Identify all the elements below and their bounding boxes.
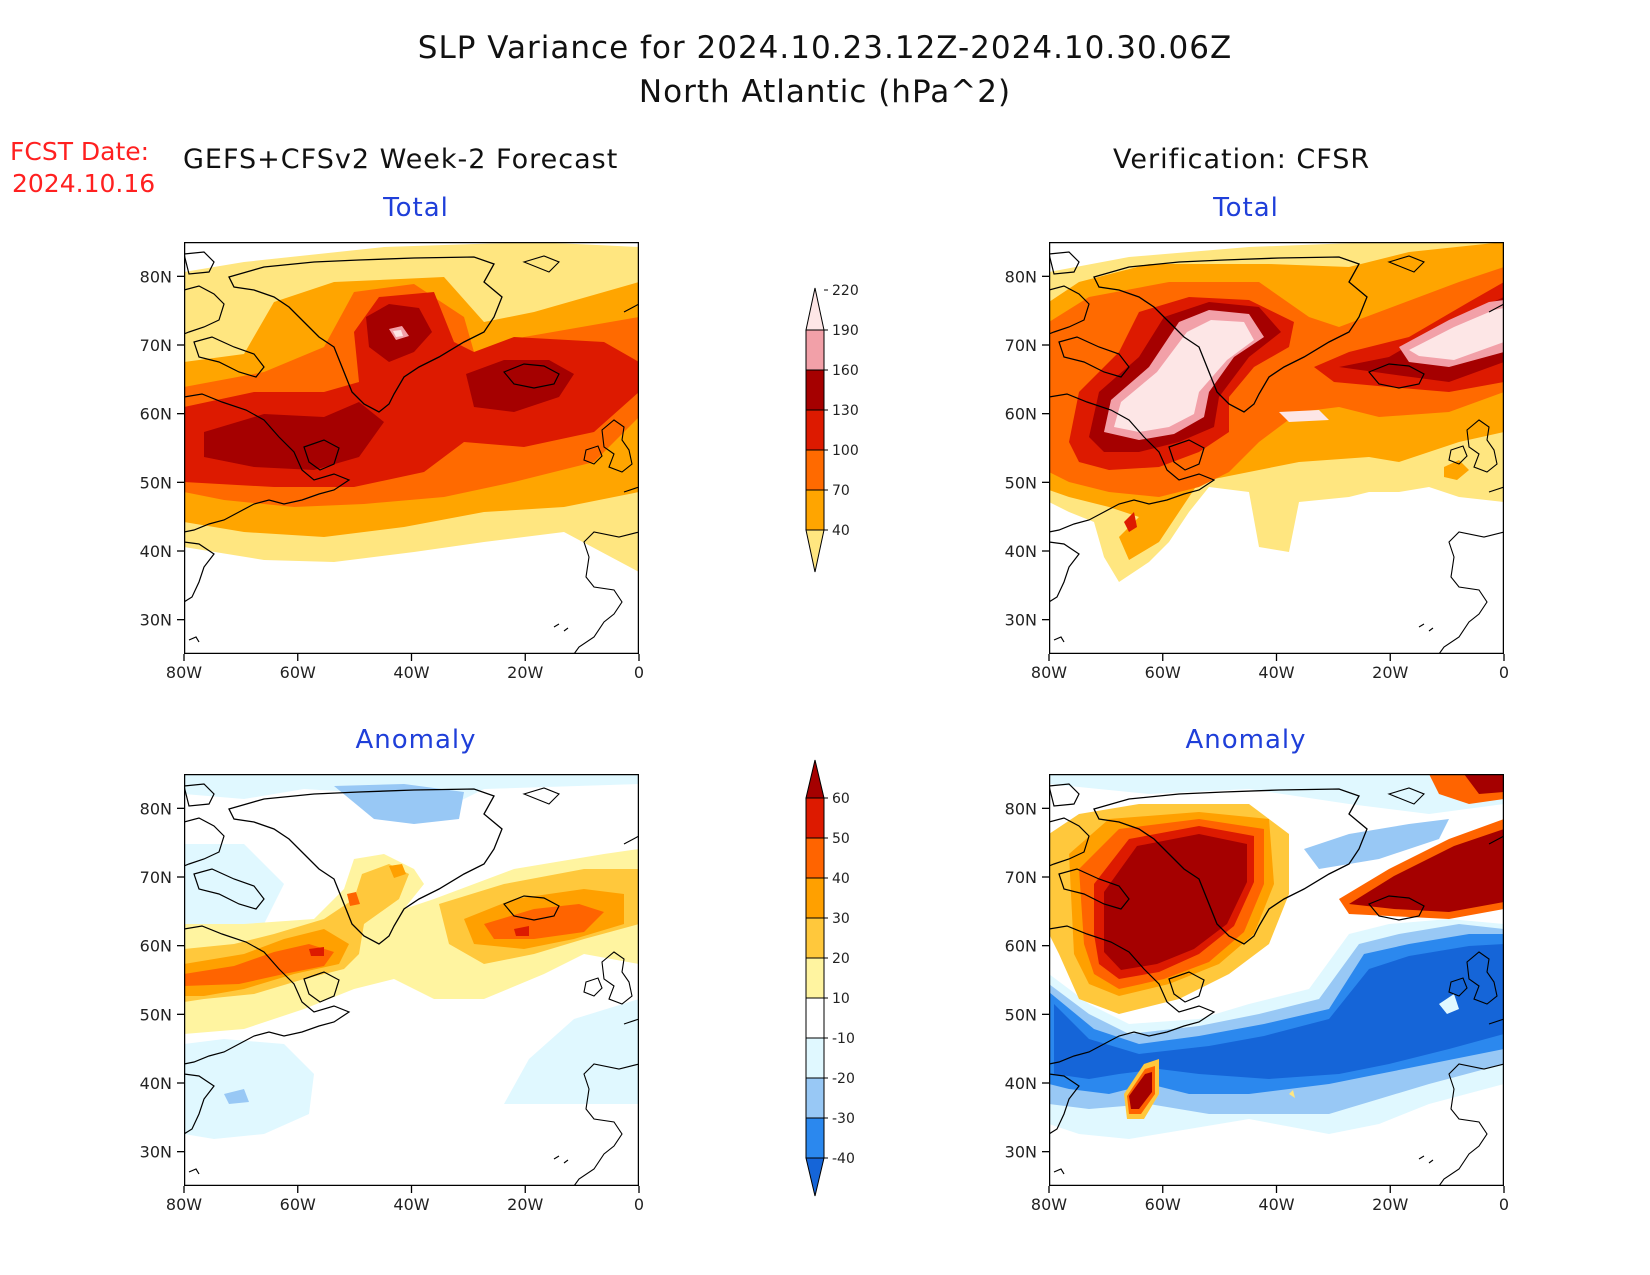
lon-tick-label: 80W	[1031, 663, 1067, 682]
colorbar-level-label: 60	[832, 791, 850, 807]
lat-tick-label: 70N	[140, 336, 172, 355]
lon-tick-label: 60W	[1145, 663, 1181, 682]
lat-tick-label: 40N	[1005, 542, 1037, 561]
lon-tick-label: 0	[634, 1195, 644, 1214]
forecast-anomaly-panel	[184, 774, 639, 1186]
lat-tick-label: 40N	[140, 1074, 172, 1093]
lon-tick-label: 40W	[1258, 1195, 1294, 1214]
colorbar-bottom-arrow	[805, 1157, 825, 1197]
colorbar-level-label: -40	[832, 1151, 855, 1167]
lon-tick-label: 0	[1499, 663, 1509, 682]
colorbar-segment	[805, 797, 825, 839]
lat-tick-label: 50N	[1005, 1005, 1037, 1024]
lat-tick-label: 70N	[1005, 868, 1037, 887]
lon-tick-label: 40W	[393, 663, 429, 682]
forecast-total-panel	[184, 242, 639, 654]
lon-tick-label: 20W	[507, 1195, 543, 1214]
lon-tick-label: 80W	[166, 1195, 202, 1214]
colorbar-segment	[805, 1077, 825, 1119]
lon-tick-label: 0	[1499, 1195, 1509, 1214]
lon-tick-label: 0	[634, 663, 644, 682]
colorbar-segment	[805, 449, 825, 491]
colorbar-level-label: 30	[832, 911, 850, 927]
colorbar-segment	[805, 877, 825, 919]
verification-total-panel	[1049, 242, 1504, 654]
colorbar-total: 40 70 100 130 160 190 220	[805, 283, 859, 573]
lat-tick-label: 80N	[140, 267, 172, 286]
colorbar-segment	[805, 1117, 825, 1159]
panel-label-forecast-anomaly: Anomaly	[355, 725, 477, 755]
lat-tick-label: 80N	[1005, 799, 1037, 818]
colorbar-level-label: 220	[832, 283, 859, 299]
colorbar-level-label: 40	[832, 523, 850, 539]
lat-tick-label: 30N	[1005, 611, 1037, 630]
forecast-column-title: GEFS+CFSv2 Week-2 Forecast	[183, 144, 619, 175]
colorbar-segment	[805, 957, 825, 999]
axes-layer: 80N 70N 60N 50N 40N 30N 80W 60W 40W 20W 0 80N 70N 60N…	[140, 267, 1509, 1214]
verification-column-title: Verification: CFSR	[1113, 144, 1371, 175]
lat-tick-label: 60N	[1005, 937, 1037, 956]
colorbar-top-arrow	[805, 287, 825, 331]
colorbar-level-label: -30	[832, 1111, 855, 1127]
colorbar-segment	[805, 1037, 825, 1079]
lat-tick-label: 80N	[140, 799, 172, 818]
lon-tick-label: 20W	[1372, 663, 1408, 682]
lat-tick-label: 40N	[1005, 1074, 1037, 1093]
lat-tick-label: 60N	[1005, 405, 1037, 424]
colorbar-segment	[805, 837, 825, 879]
lon-tick-label: 20W	[1372, 1195, 1408, 1214]
lat-tick-label: 40N	[140, 542, 172, 561]
colorbar-segment	[805, 369, 825, 411]
lon-tick-label: 60W	[280, 1195, 316, 1214]
lat-tick-label: 70N	[140, 868, 172, 887]
lon-tick-label: 80W	[166, 663, 202, 682]
lon-tick-label: 60W	[280, 663, 316, 682]
lat-tick-label: 50N	[140, 473, 172, 492]
colorbar-segment	[805, 917, 825, 959]
colorbar-level-label: -20	[832, 1071, 855, 1087]
lat-tick-label: 60N	[140, 937, 172, 956]
colorbar-level-label: 40	[832, 871, 850, 887]
lat-tick-label: 50N	[140, 1005, 172, 1024]
colorbar-level-label: 190	[832, 323, 859, 339]
colorbar-level-label: 100	[832, 443, 859, 459]
colorbar-level-label: 50	[832, 831, 850, 847]
colorbar-level-label: 70	[832, 483, 850, 499]
colorbar-segment	[805, 329, 825, 371]
colorbar-level-label: 160	[832, 363, 859, 379]
colorbar-level-label: -10	[832, 1031, 855, 1047]
sub-title: North Atlantic (hPa^2)	[638, 74, 1012, 110]
colorbar-segment	[805, 489, 825, 531]
colorbar-anomaly: -40 -30 -20 -10 10 20 30 40 50 60	[805, 759, 855, 1197]
colorbar-bottom-arrow	[805, 529, 825, 573]
main-title: SLP Variance for 2024.10.23.12Z-2024.10.…	[417, 30, 1233, 66]
colorbar-top-arrow	[805, 759, 825, 799]
colorbar-level-label: 10	[832, 991, 850, 1007]
lat-tick-label: 50N	[1005, 473, 1037, 492]
verification-anomaly-panel	[1049, 774, 1504, 1186]
lat-tick-label: 70N	[1005, 336, 1037, 355]
lon-tick-label: 80W	[1031, 1195, 1067, 1214]
colorbar-level-label: 20	[832, 951, 850, 967]
lon-tick-label: 60W	[1145, 1195, 1181, 1214]
lat-tick-label: 30N	[1005, 1143, 1037, 1162]
fcst-date-label: FCST Date:	[10, 137, 150, 166]
lon-tick-label: 40W	[1258, 663, 1294, 682]
panel-label-forecast-total: Total	[383, 193, 449, 223]
panel-label-verification-anomaly: Anomaly	[1185, 725, 1307, 755]
colorbar-level-label: 130	[832, 403, 859, 419]
panel-label-verification-total: Total	[1213, 193, 1279, 223]
lon-tick-label: 40W	[393, 1195, 429, 1214]
lat-tick-label: 30N	[140, 1143, 172, 1162]
lon-tick-label: 20W	[507, 663, 543, 682]
lat-tick-label: 60N	[140, 405, 172, 424]
fcst-date-value: 2024.10.16	[12, 169, 156, 198]
lat-tick-label: 80N	[1005, 267, 1037, 286]
lat-tick-label: 30N	[140, 611, 172, 630]
colorbar-segment	[805, 409, 825, 451]
colorbar-segment	[805, 997, 825, 1039]
